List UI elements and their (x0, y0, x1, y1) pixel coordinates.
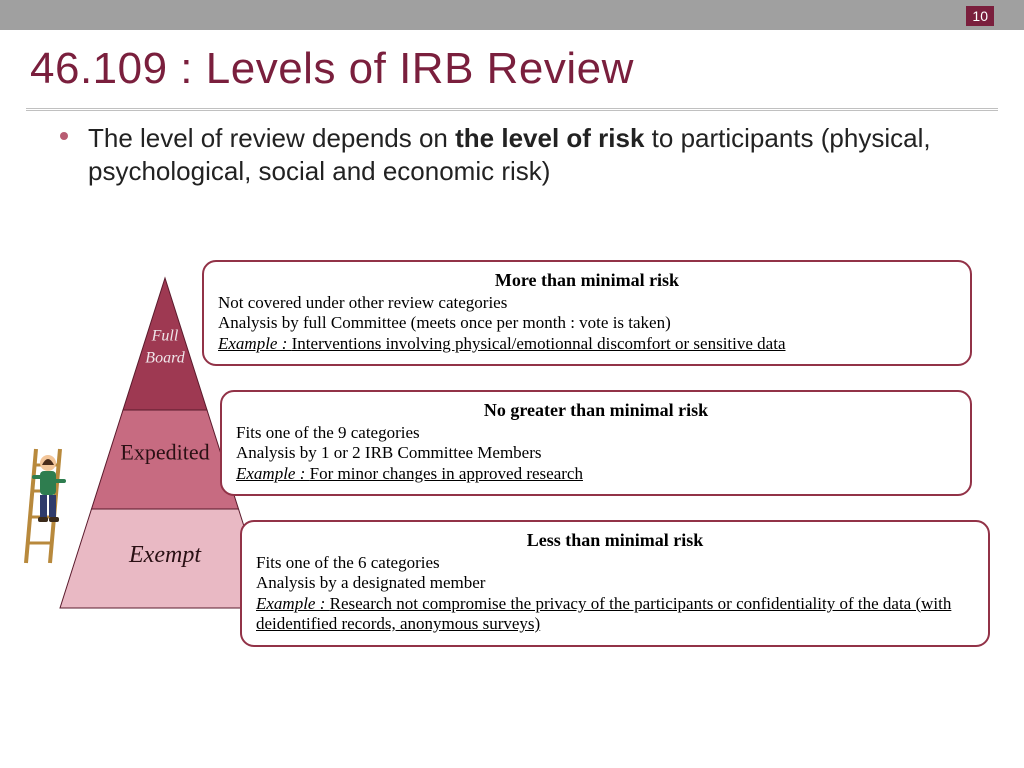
box-line: Analysis by full Committee (meets once p… (218, 313, 956, 333)
risk-box-no-greater: No greater than minimal risk Fits one of… (220, 390, 972, 496)
pyramid-label: Full (151, 328, 179, 345)
box-head: More than minimal risk (218, 270, 956, 291)
title-underline (26, 108, 998, 111)
slide-title: 46.109 : Levels of IRB Review (30, 44, 634, 94)
box-line: Analysis by 1 or 2 IRB Committee Members (236, 443, 956, 463)
bullet-paragraph: The level of review depends on the level… (88, 122, 974, 187)
box-example: Example : For minor changes in approved … (236, 464, 956, 484)
box-line: Not covered under other review categorie… (218, 293, 956, 313)
bullet-pre: The level of review depends on (88, 123, 455, 153)
bullet-bold: the level of risk (455, 123, 644, 153)
risk-box-less: Less than minimal risk Fits one of the 6… (240, 520, 990, 647)
pyramid-label: Expedited (120, 440, 209, 465)
box-line: Fits one of the 9 categories (236, 423, 956, 443)
box-head: No greater than minimal risk (236, 400, 956, 421)
box-line: Analysis by a designated member (256, 573, 974, 593)
box-line: Fits one of the 6 categories (256, 553, 974, 573)
box-head: Less than minimal risk (256, 530, 974, 551)
box-example: Example : Interventions involving physic… (218, 334, 956, 354)
box-example: Example : Research not compromise the pr… (256, 594, 974, 635)
risk-box-more: More than minimal risk Not covered under… (202, 260, 972, 366)
ladder-climber-icon (20, 445, 72, 570)
pyramid-label: Exempt (128, 542, 202, 568)
page-number: 10 (966, 6, 994, 26)
bullet-dot-icon (60, 132, 68, 140)
top-gray-band (0, 0, 1024, 30)
pyramid-label: Board (145, 350, 185, 367)
